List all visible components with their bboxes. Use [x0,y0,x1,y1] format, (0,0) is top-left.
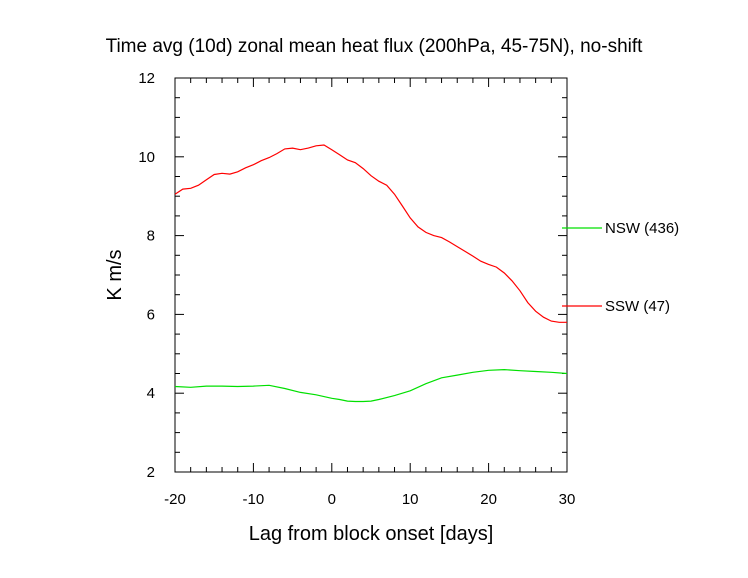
x-tick-label: 0 [328,491,336,508]
chart-title: Time avg (10d) zonal mean heat flux (200… [106,36,644,57]
x-tick-label: 30 [559,491,576,508]
x-tick-label: 20 [480,491,497,508]
series-lines [174,144,568,403]
y-tick-label: 8 [147,228,155,245]
legend: NSW (436) SSW (47) [562,220,679,315]
x-tick-label: -20 [164,491,186,508]
axis-ticks [174,77,568,473]
y-tick-label: 10 [138,149,155,166]
y-tick-label: 2 [147,464,155,481]
plot-area [174,77,568,473]
x-axis-label: Lag from block onset [days] [249,523,494,545]
legend-label: NSW (436) [605,220,679,237]
x-tick-label: -10 [243,491,265,508]
tick-labels: -20 -10 0 10 20 30 2 4 6 8 10 12 [138,70,575,508]
x-tick-label: 10 [402,491,419,508]
series-line-nsw [174,368,568,403]
series-line-ssw [174,144,567,323]
y-tick-label: 12 [138,70,155,87]
y-tick-label: 6 [147,306,155,323]
y-axis-label: K m/s [104,249,126,300]
legend-label: SSW (47) [605,298,670,315]
y-tick-label: 4 [147,385,155,402]
plot-frame [174,77,568,473]
